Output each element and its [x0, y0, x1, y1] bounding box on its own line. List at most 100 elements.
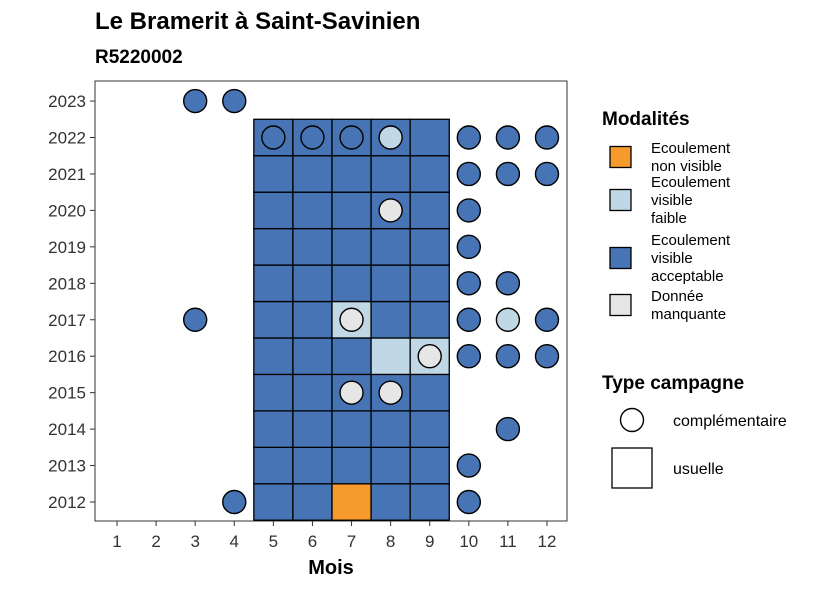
x-tick-label-12: 12	[538, 532, 557, 551]
tile-2014-9	[409, 410, 450, 448]
x-tick-label-6: 6	[308, 532, 317, 551]
tile-2016-6	[292, 337, 333, 376]
x-tick-label-9: 9	[425, 532, 434, 551]
x-tick-label-10: 10	[459, 532, 478, 551]
point-2021-12	[534, 161, 560, 187]
tile-2017-8	[370, 300, 411, 339]
point-2016-9	[417, 344, 442, 369]
tile-2013-8	[370, 446, 411, 485]
tile-2018-7	[331, 264, 372, 303]
y-tick-label-2020: 2020	[48, 201, 86, 220]
tile-2019-5	[253, 227, 294, 266]
point-2017-7	[339, 307, 364, 332]
point-2012-4	[222, 489, 247, 515]
legend-swatch-acceptable	[609, 246, 632, 270]
tile-2019-7	[331, 227, 372, 266]
y-tick-label-2015: 2015	[48, 384, 86, 403]
point-2012-10	[456, 489, 482, 515]
x-tick-label-8: 8	[386, 532, 395, 551]
y-tick-label-2016: 2016	[48, 347, 86, 366]
tile-2013-5	[253, 446, 294, 485]
tile-2016-7	[331, 337, 372, 376]
legend-label-non_visible-1: non visible	[651, 158, 722, 175]
point-2021-11	[495, 161, 521, 187]
tile-2021-7	[331, 155, 372, 193]
tile-2012-7	[331, 483, 372, 521]
tile-2014-5	[253, 410, 294, 448]
tile-2017-5	[253, 300, 294, 339]
point-2016-11	[495, 344, 521, 369]
chart-title: Le Bramerit à Saint-Savinien	[95, 8, 420, 35]
tile-2021-8	[370, 155, 411, 193]
tile-2018-9	[409, 264, 450, 303]
legend-key-complementaire	[619, 407, 645, 433]
legend-label-manquante-0: Donnée	[651, 288, 704, 305]
tile-2017-9	[409, 300, 450, 339]
x-tick-label-2: 2	[151, 532, 160, 551]
point-2018-11	[495, 271, 521, 296]
legend-key-usuelle	[611, 447, 653, 489]
point-2022-10	[456, 125, 482, 150]
legend-label-complementaire: complémentaire	[673, 413, 787, 430]
tile-2021-5	[253, 155, 294, 193]
tile-2013-6	[292, 446, 333, 485]
tile-2020-5	[253, 191, 294, 230]
points-layer	[182, 88, 560, 515]
y-tick-label-2017: 2017	[48, 311, 86, 330]
y-tick-label-2022: 2022	[48, 129, 86, 148]
point-2023-3	[182, 88, 208, 114]
tile-2014-8	[370, 410, 411, 448]
point-2020-10	[456, 198, 482, 223]
y-tick-label-2021: 2021	[48, 165, 86, 184]
tile-2020-9	[409, 191, 450, 230]
tile-2020-7	[331, 191, 372, 230]
legend-label-acceptable-0: Ecoulement	[651, 232, 731, 249]
tile-2018-6	[292, 264, 333, 303]
tile-2020-6	[292, 191, 333, 230]
tile-2013-9	[409, 446, 450, 485]
tile-2022-9	[409, 118, 450, 157]
point-2022-7	[339, 125, 364, 150]
point-2021-10	[456, 161, 482, 187]
tile-2012-5	[253, 483, 294, 521]
y-tick-label-2019: 2019	[48, 238, 86, 257]
tile-2014-6	[292, 410, 333, 448]
legend-label-faible-1: visible	[651, 192, 693, 209]
legend-swatch-non_visible	[609, 145, 632, 169]
tile-2019-8	[370, 227, 411, 266]
tile-2014-7	[331, 410, 372, 448]
legend-label-usuelle: usuelle	[673, 461, 724, 478]
point-2015-7	[339, 380, 364, 405]
tile-2015-6	[292, 373, 333, 412]
point-2022-5	[261, 125, 286, 150]
x-tick-label-11: 11	[499, 532, 517, 551]
x-tick-label-7: 7	[347, 532, 356, 551]
x-tick-label-5: 5	[269, 532, 278, 551]
tile-2019-6	[292, 227, 333, 266]
x-tick-label-3: 3	[190, 532, 199, 551]
point-2017-12	[534, 307, 560, 332]
point-2019-10	[456, 234, 482, 260]
legend-swatch-manquante	[609, 293, 632, 317]
y-tick-label-2014: 2014	[48, 420, 86, 439]
point-2017-10	[456, 307, 482, 332]
point-2023-4	[222, 88, 247, 114]
chart-subtitle: R5220002	[95, 47, 183, 68]
point-2022-8	[378, 125, 403, 150]
point-2015-8	[378, 380, 403, 405]
tile-2012-9	[409, 483, 450, 521]
legend-title-modalites: Modalités	[602, 109, 690, 130]
legend-campagne: complémentaire usuelle	[611, 407, 787, 489]
tile-2017-6	[292, 300, 333, 339]
x-axis: 1 2 3 4 5 6 7 8 9 10 11 12	[112, 521, 556, 551]
x-tick-label-1: 1	[112, 532, 121, 551]
tile-2015-9	[409, 373, 450, 412]
tile-2013-7	[331, 446, 372, 485]
x-tick-label-4: 4	[230, 532, 239, 551]
legend-label-acceptable-2: acceptable	[651, 268, 724, 285]
legend-label-faible-0: Ecoulement	[651, 174, 731, 191]
tile-2016-5	[253, 337, 294, 376]
x-axis-title: Mois	[308, 557, 354, 579]
